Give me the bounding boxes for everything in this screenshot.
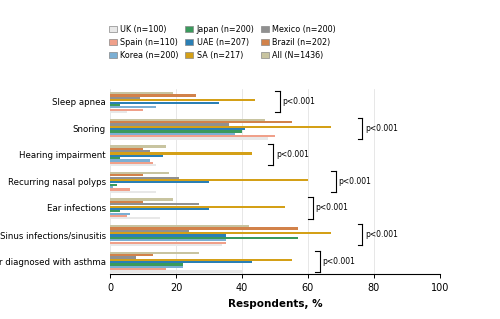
Bar: [110, 137, 268, 140]
Bar: [110, 232, 331, 234]
Bar: [110, 108, 143, 111]
Bar: [110, 174, 143, 176]
Bar: [110, 160, 150, 162]
Text: p<0.001: p<0.001: [282, 97, 316, 106]
Bar: [110, 148, 143, 150]
Bar: [110, 186, 114, 188]
Bar: [110, 128, 246, 130]
Bar: [110, 177, 180, 179]
Bar: [110, 234, 226, 237]
Bar: [110, 184, 116, 186]
Text: p<0.001: p<0.001: [316, 204, 348, 212]
Bar: [110, 97, 140, 99]
Bar: [110, 215, 126, 217]
Bar: [110, 152, 252, 155]
Bar: [110, 99, 255, 101]
Bar: [110, 188, 130, 190]
Bar: [110, 252, 199, 254]
Bar: [110, 101, 219, 104]
Bar: [110, 201, 143, 203]
Bar: [110, 130, 242, 133]
Bar: [110, 203, 199, 205]
Bar: [110, 104, 120, 106]
Legend: UK (n=100), Spain (n=110), Korea (n=200), Japan (n=200), UAE (n=207), SA (n=217): UK (n=100), Spain (n=110), Korea (n=200)…: [108, 23, 338, 61]
Bar: [110, 150, 150, 152]
Bar: [110, 230, 189, 232]
Bar: [110, 268, 166, 270]
Bar: [110, 155, 163, 157]
Bar: [110, 244, 222, 246]
Bar: [110, 254, 153, 256]
Bar: [110, 217, 160, 219]
Bar: [110, 179, 308, 181]
Bar: [110, 256, 136, 259]
Bar: [110, 94, 196, 97]
Text: p<0.001: p<0.001: [365, 230, 398, 239]
Bar: [110, 191, 156, 193]
Bar: [110, 225, 248, 227]
Bar: [110, 259, 292, 261]
Bar: [110, 121, 292, 123]
Bar: [110, 263, 182, 266]
Text: p<0.001: p<0.001: [338, 177, 372, 186]
Bar: [110, 162, 153, 164]
Bar: [110, 266, 182, 268]
Bar: [110, 227, 298, 230]
Text: p<0.001: p<0.001: [365, 124, 398, 133]
Bar: [110, 111, 126, 113]
Bar: [110, 210, 120, 212]
Bar: [110, 92, 172, 94]
Bar: [110, 208, 209, 210]
Bar: [110, 212, 130, 215]
Bar: [110, 237, 298, 239]
Bar: [110, 239, 226, 241]
Bar: [110, 133, 236, 135]
Text: p<0.001: p<0.001: [276, 150, 309, 159]
Bar: [110, 205, 285, 208]
Bar: [110, 261, 252, 263]
Bar: [110, 135, 275, 137]
Bar: [110, 164, 156, 166]
Bar: [110, 123, 229, 126]
X-axis label: Respondents, %: Respondents, %: [228, 299, 322, 309]
Bar: [110, 198, 172, 201]
Bar: [110, 145, 166, 147]
Text: p<0.001: p<0.001: [322, 256, 355, 266]
Bar: [110, 119, 265, 121]
Bar: [110, 271, 242, 273]
Bar: [110, 181, 209, 183]
Bar: [110, 172, 170, 174]
Bar: [110, 157, 120, 159]
Bar: [110, 241, 226, 244]
Bar: [110, 106, 156, 108]
Bar: [110, 126, 331, 128]
